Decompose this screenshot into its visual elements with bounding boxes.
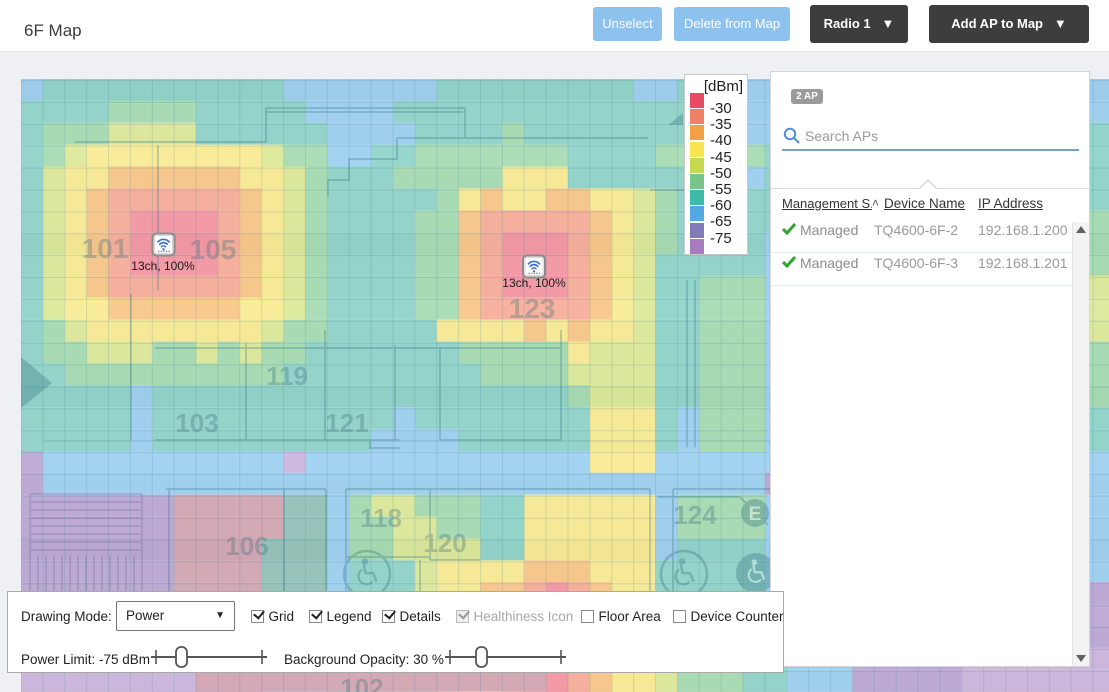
svg-text:124: 124 <box>673 500 717 530</box>
svg-text:E: E <box>749 504 762 525</box>
svg-text:101: 101 <box>82 233 129 264</box>
svg-text:106: 106 <box>225 531 268 561</box>
svg-text:105: 105 <box>190 234 237 265</box>
svg-text:103: 103 <box>175 408 218 438</box>
svg-text:118: 118 <box>360 503 402 533</box>
svg-text:13ch, 100%: 13ch, 100% <box>131 259 195 273</box>
svg-text:119: 119 <box>266 361 308 391</box>
svg-text:13ch, 100%: 13ch, 100% <box>502 276 566 290</box>
svg-text:102: 102 <box>340 673 383 692</box>
svg-text:121: 121 <box>325 408 368 438</box>
svg-text:123: 123 <box>509 293 556 324</box>
svg-text:120: 120 <box>423 528 466 558</box>
